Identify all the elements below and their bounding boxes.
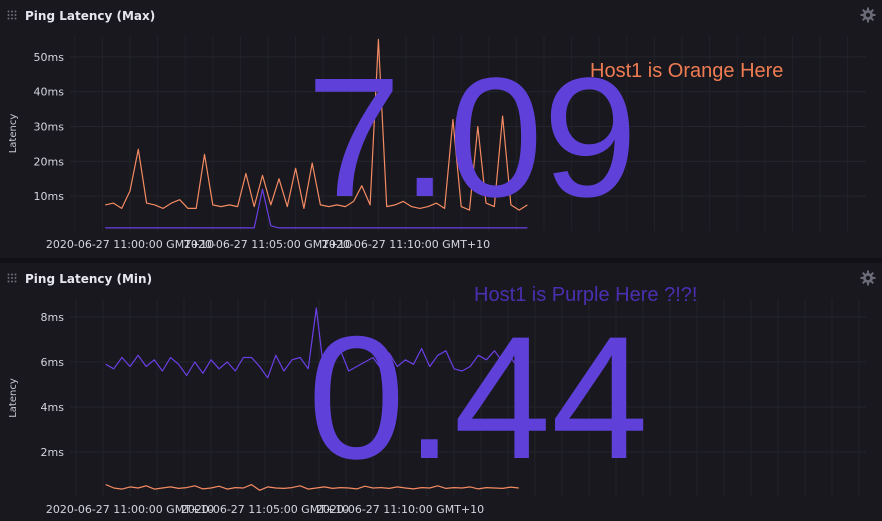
drag-handle-icon[interactable] [7, 273, 17, 283]
y-axis-label: Latency [8, 114, 19, 154]
y-tick-label: 8ms [41, 311, 65, 324]
big-value: 7.09 [307, 43, 638, 233]
y-tick-label: 2ms [41, 446, 65, 459]
y-tick-label: 4ms [41, 401, 65, 414]
panel-title: Ping Latency (Max) [25, 9, 156, 23]
y-tick-label: 10ms [34, 190, 65, 203]
y-tick-label: 20ms [34, 155, 65, 168]
chart-max: 10ms 20ms 30ms 40ms 50ms 2020-06-27 11:00:00 … [8, 36, 866, 251]
x-tick-label: 2020-06-27 11:05:00 GMT+10 [181, 503, 349, 516]
series-line-orange [105, 484, 519, 491]
grid [70, 36, 866, 231]
x-tick-label: 2020-06-27 11:00:00 GMT+10 [46, 238, 214, 251]
gear-icon[interactable] [860, 7, 876, 23]
y-tick-label: 50ms [34, 51, 65, 64]
x-tick-label: 2020-06-27 11:00:00 GMT+10 [46, 503, 214, 516]
y-axis-label: Latency [8, 378, 19, 418]
panel-ping-latency-max: 10ms 20ms 30ms 40ms 50ms 2020-06-27 11:00:00 … [0, 0, 882, 258]
annotation-text: Host1 is Purple Here ?!?! [474, 284, 697, 306]
y-tick-label: 30ms [34, 121, 65, 134]
series-line-orange [105, 38, 528, 211]
panel-header[interactable]: Ping Latency (Min) [0, 263, 882, 295]
series-line-purple [105, 307, 520, 379]
x-tick-label: 2020-06-27 11:10:00 GMT+10 [322, 238, 490, 251]
y-tick-label: 6ms [41, 356, 65, 369]
gear-icon[interactable] [860, 270, 876, 286]
panel-header[interactable]: Ping Latency (Max) [0, 0, 882, 32]
series-line-purple [105, 188, 528, 229]
x-tick-label: 2020-06-27 11:05:00 GMT+10 [184, 238, 352, 251]
y-tick-label: 40ms [34, 86, 65, 99]
panel-ping-latency-min: 2ms 4ms 6ms 8ms 2020-06-27 11:00:00 GMT+10 20… [0, 263, 882, 521]
big-value: 0.44 [308, 301, 649, 496]
annotation-text: Host1 is Orange Here [590, 60, 783, 82]
panel-title: Ping Latency (Min) [25, 272, 153, 286]
drag-handle-icon[interactable] [7, 10, 17, 20]
x-tick-label: 2020-06-27 11:10:00 GMT+10 [316, 503, 484, 516]
grid [70, 299, 866, 497]
